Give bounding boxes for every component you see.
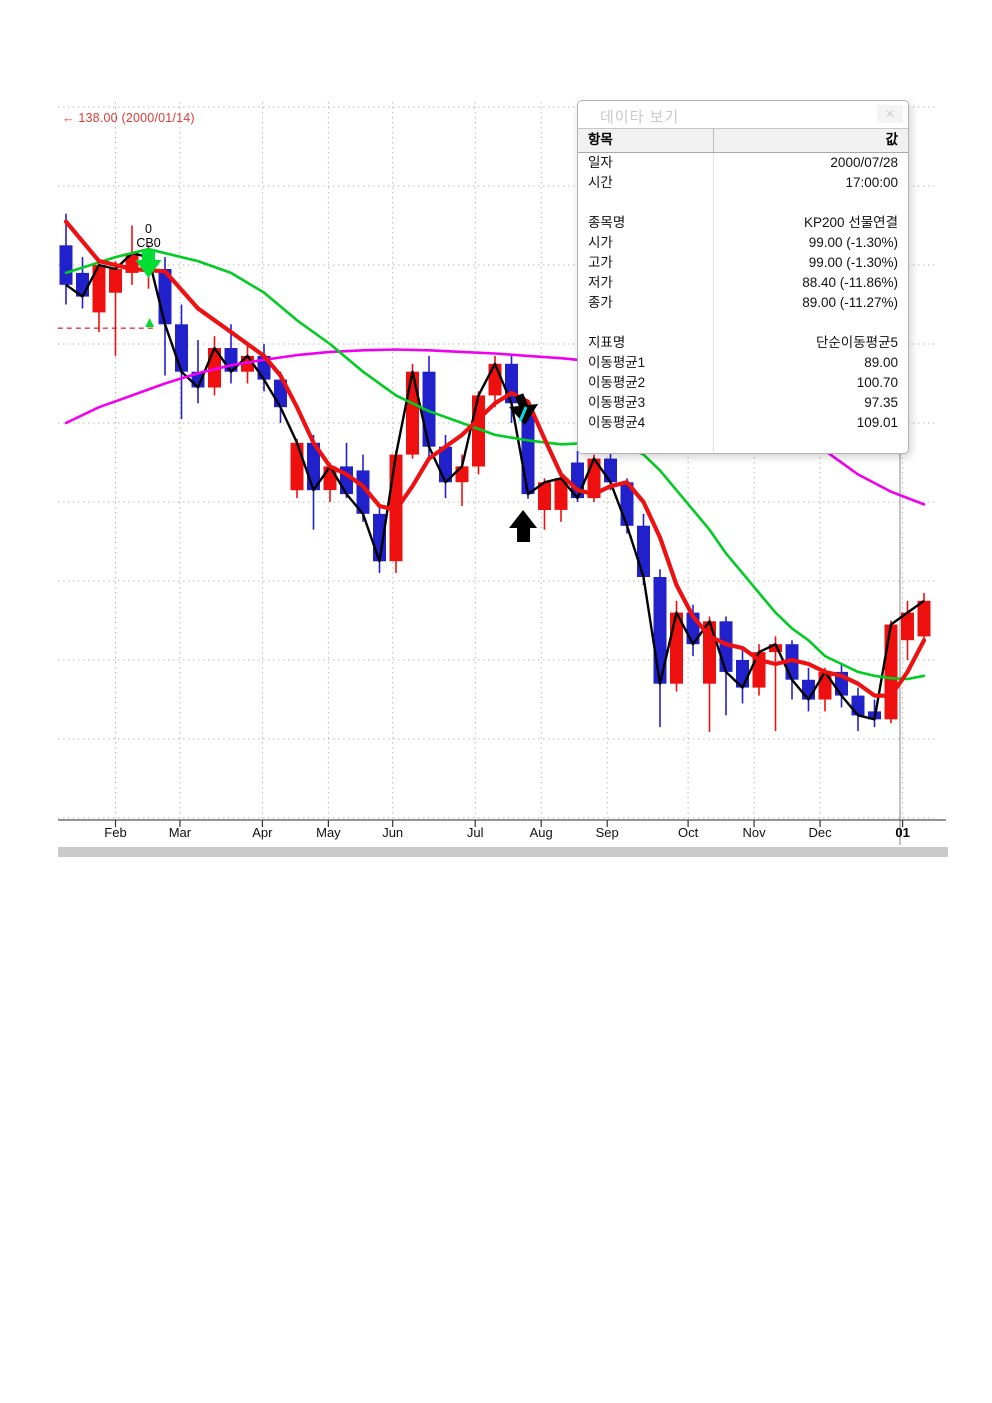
- row-item-label: 시간: [588, 175, 613, 190]
- row-item-value: 17:00:00: [713, 173, 908, 193]
- table-row: [578, 433, 908, 453]
- table-row: 시간 17:00:00: [578, 173, 908, 193]
- x-axis-label-nov: Nov: [742, 825, 766, 840]
- row-item-value: KP200 선물연결: [713, 213, 908, 233]
- row-item-value: 97.35: [713, 393, 908, 413]
- table-row: 이동평균2 100.70: [578, 373, 908, 393]
- row-item-value: [713, 193, 908, 213]
- row-item-label: [578, 433, 713, 453]
- table-row: [578, 313, 908, 333]
- cb0-sell-arrow-icon: [135, 249, 162, 278]
- popup-titlebar[interactable]: 데이타 보기 ✕: [578, 101, 908, 128]
- cb-entry-mark-icon: [145, 318, 155, 327]
- row-item-label: 저가: [588, 275, 613, 290]
- row-item-label: 고가: [588, 255, 613, 270]
- gridlines: [58, 102, 938, 819]
- close-price-line: [65, 251, 925, 721]
- x-axis-label-apr: Apr: [252, 825, 273, 840]
- x-axis-label-jun: Jun: [382, 825, 404, 840]
- x-axis-label-feb: Feb: [104, 825, 127, 840]
- x-axis-label-may: May: [316, 825, 341, 840]
- popup-title: 데이타 보기: [600, 109, 680, 126]
- row-item-label: 일자: [588, 155, 613, 170]
- table-row: 종목명 KP200 선물연결: [578, 213, 908, 233]
- column-header-value: 값: [713, 129, 908, 152]
- row-item-value: 88.40 (-11.86%): [713, 273, 908, 293]
- x-axis-label-dec: Dec: [808, 825, 832, 840]
- table-row: 종가 89.00 (-11.27%): [578, 293, 908, 313]
- row-item-label: [578, 313, 713, 333]
- row-item-label: 시가: [588, 235, 613, 250]
- candlestick-chart[interactable]: 0 CB0 ← 138.00 (2000/01/14) Feb Mar Apr May J…: [0, 0, 992, 870]
- close-icon[interactable]: ✕: [877, 105, 903, 123]
- table-row: 이동평균4 109.01: [578, 413, 908, 433]
- row-item-label: 종가: [588, 295, 613, 310]
- x-axis-label-jul: Jul: [466, 825, 484, 840]
- table-row: 시가 99.00 (-1.30%): [578, 233, 908, 253]
- chart-scrollbar[interactable]: [58, 847, 948, 857]
- x-axis-label-oct: Oct: [677, 825, 699, 840]
- row-item-value: 2000/07/28: [713, 153, 908, 173]
- cb0-label: CB0: [136, 236, 160, 250]
- x-axis-label-01: 01: [895, 825, 910, 840]
- x-axis-label-mar: Mar: [168, 825, 192, 840]
- row-item-value: 99.00 (-1.30%): [713, 253, 908, 273]
- sell-arrow-icon: [509, 393, 539, 425]
- table-row: 고가 99.00 (-1.30%): [578, 253, 908, 273]
- x-axis-label-sep: Sep: [595, 825, 619, 840]
- row-item-value: 89.00: [713, 353, 908, 373]
- row-item-label: [578, 193, 713, 213]
- row-item-value: 99.00 (-1.30%): [713, 233, 908, 253]
- x-axis-label-aug: Aug: [529, 825, 553, 840]
- table-row: 지표명 단순이동평균5: [578, 333, 908, 353]
- column-header-item: 항목: [588, 132, 613, 147]
- row-item-label: 종목명: [588, 215, 626, 230]
- cb0-zero-label: 0: [145, 222, 152, 236]
- ma-mid-line: [64, 247, 926, 681]
- row-item-label: 지표명: [588, 335, 626, 350]
- table-header: 항목 값: [578, 128, 908, 153]
- row-item-label: 이동평균1: [588, 355, 646, 370]
- row-item-value: [713, 313, 908, 333]
- row-item-value: 단순이동평균5: [713, 333, 908, 353]
- table-row: 일자 2000/07/28: [578, 153, 908, 173]
- buy-arrow-icon: [509, 510, 538, 542]
- row-item-value: [713, 433, 908, 453]
- row-item-value: 89.00 (-11.27%): [713, 293, 908, 313]
- table-row: 이동평균3 97.35: [578, 393, 908, 413]
- row-item-value: 100.70: [713, 373, 908, 393]
- row-item-label: 이동평균2: [588, 375, 646, 390]
- row-item-label: 이동평균3: [588, 395, 646, 410]
- row-item-label: 이동평균4: [588, 415, 646, 430]
- data-view-popup: 데이타 보기 ✕ 항목 값 일자 2000/07/28 시간 17:00:00 종목명 K…: [577, 100, 909, 454]
- table-row: 이동평균1 89.00: [578, 353, 908, 373]
- table-row: [578, 193, 908, 213]
- high-price-label: ← 138.00 (2000/01/14): [62, 111, 195, 125]
- ma-fast-line: [63, 219, 927, 698]
- table-row: 저가 88.40 (-11.86%): [578, 273, 908, 293]
- row-item-value: 109.01: [713, 413, 908, 433]
